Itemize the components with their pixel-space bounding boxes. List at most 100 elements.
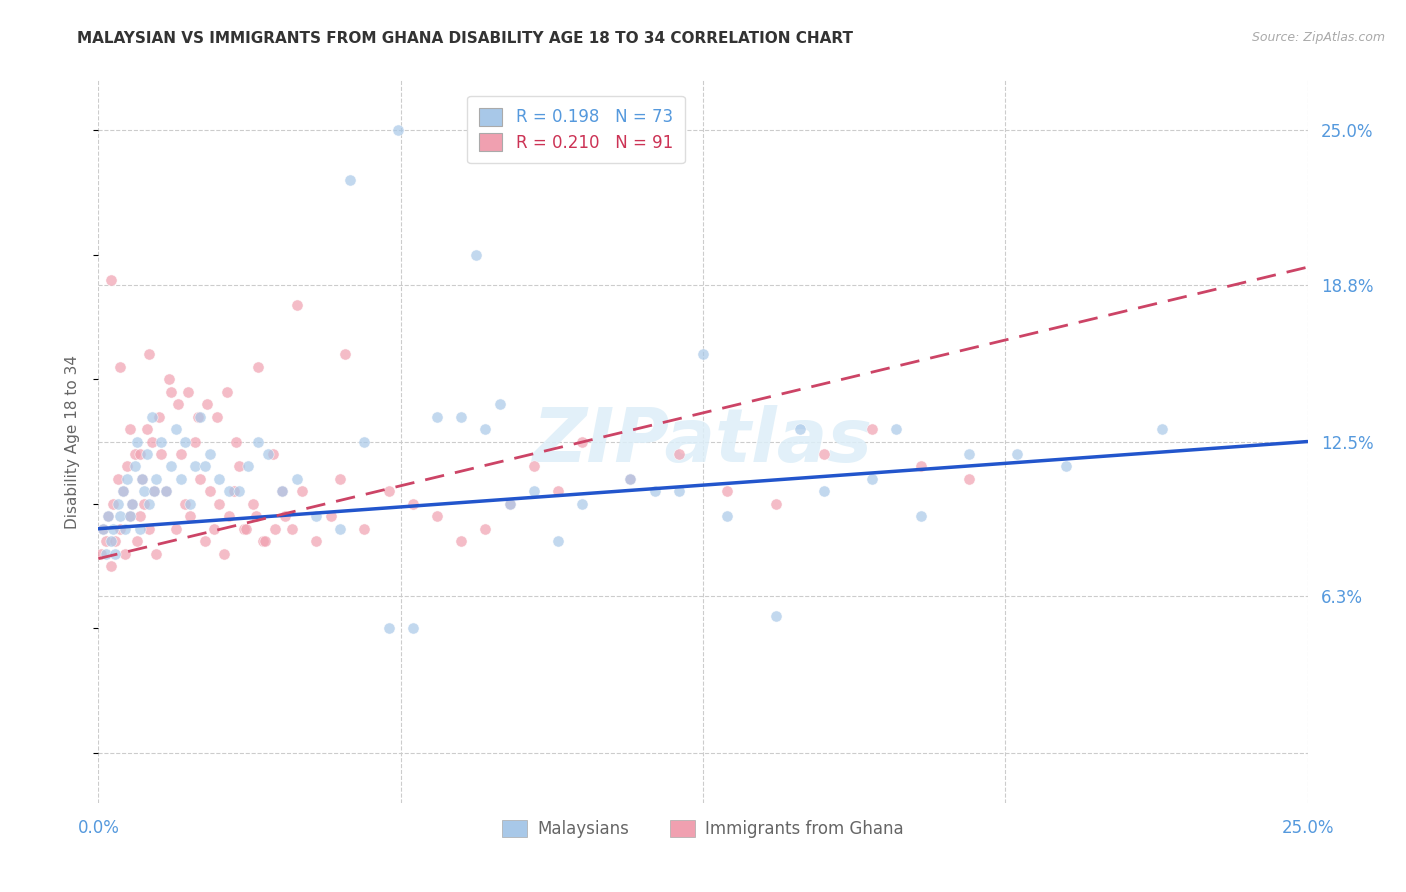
Point	[195, 397, 218, 411]
Point	[155, 484, 177, 499]
Point	[108, 522, 131, 536]
Point	[160, 459, 183, 474]
Point	[188, 472, 211, 486]
Y-axis label: Disability Age 18 to 34: Disability Age 18 to 34	[65, 354, 80, 529]
Point	[813, 484, 835, 499]
Point	[135, 447, 157, 461]
Point	[319, 509, 342, 524]
Point	[329, 472, 352, 486]
Point	[131, 472, 153, 486]
Point	[886, 422, 908, 436]
Point	[716, 509, 738, 524]
Point	[571, 497, 593, 511]
Point	[619, 472, 641, 486]
Point	[138, 347, 160, 361]
Point	[813, 447, 835, 461]
Point	[910, 459, 932, 474]
Point	[426, 509, 449, 524]
Point	[262, 447, 284, 461]
Point	[91, 522, 114, 536]
Point	[94, 534, 117, 549]
Point	[232, 522, 254, 536]
Point	[101, 497, 124, 511]
Point	[121, 497, 143, 511]
Point	[141, 409, 163, 424]
Point	[228, 459, 250, 474]
Point	[464, 248, 486, 262]
Point	[118, 509, 141, 524]
Point	[187, 409, 209, 424]
Point	[165, 422, 187, 436]
Point	[489, 397, 512, 411]
Point	[177, 384, 200, 399]
Point	[1152, 422, 1174, 436]
Point	[264, 522, 287, 536]
Point	[215, 384, 238, 399]
Point	[716, 484, 738, 499]
Point	[498, 497, 520, 511]
Point	[254, 534, 277, 549]
Point	[450, 534, 472, 549]
Point	[474, 422, 496, 436]
Text: ZIPatlas: ZIPatlas	[533, 405, 873, 478]
Point	[387, 123, 409, 137]
Point	[111, 484, 134, 499]
Point	[169, 472, 191, 486]
Point	[1054, 459, 1077, 474]
Point	[167, 397, 190, 411]
Point	[150, 434, 173, 449]
Point	[212, 547, 235, 561]
Point	[174, 434, 197, 449]
Point	[100, 534, 122, 549]
Point	[474, 522, 496, 536]
Point	[145, 547, 167, 561]
Point	[198, 484, 221, 499]
Point	[860, 472, 883, 486]
Point	[194, 459, 217, 474]
Point	[128, 522, 150, 536]
Point	[143, 484, 166, 499]
Point	[108, 509, 131, 524]
Point	[238, 459, 260, 474]
Point	[141, 434, 163, 449]
Point	[547, 534, 569, 549]
Point	[114, 522, 136, 536]
Point	[138, 497, 160, 511]
Point	[135, 422, 157, 436]
Point	[235, 522, 257, 536]
Point	[765, 497, 787, 511]
Point	[184, 459, 207, 474]
Point	[242, 497, 264, 511]
Point	[271, 484, 294, 499]
Point	[127, 434, 149, 449]
Point	[285, 472, 308, 486]
Text: Source: ZipAtlas.com: Source: ZipAtlas.com	[1251, 31, 1385, 45]
Point	[273, 509, 295, 524]
Point	[668, 447, 690, 461]
Point	[523, 484, 546, 499]
Point	[1007, 447, 1029, 461]
Point	[228, 484, 250, 499]
Point	[124, 459, 146, 474]
Point	[90, 547, 112, 561]
Point	[134, 484, 156, 499]
Point	[205, 409, 228, 424]
Point	[150, 447, 173, 461]
Point	[225, 434, 247, 449]
Point	[104, 534, 127, 549]
Point	[118, 509, 141, 524]
Point	[910, 509, 932, 524]
Point	[208, 497, 231, 511]
Point	[339, 173, 361, 187]
Text: MALAYSIAN VS IMMIGRANTS FROM GHANA DISABILITY AGE 18 TO 34 CORRELATION CHART: MALAYSIAN VS IMMIGRANTS FROM GHANA DISAB…	[77, 31, 853, 46]
Point	[450, 409, 472, 424]
Point	[145, 472, 167, 486]
Point	[169, 447, 191, 461]
Point	[692, 347, 714, 361]
Point	[118, 422, 141, 436]
Point	[547, 484, 569, 499]
Point	[97, 509, 120, 524]
Point	[100, 559, 122, 574]
Point	[218, 509, 240, 524]
Point	[523, 459, 546, 474]
